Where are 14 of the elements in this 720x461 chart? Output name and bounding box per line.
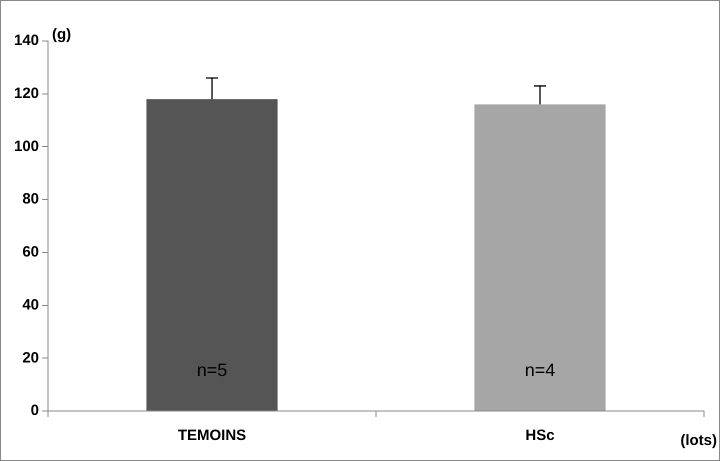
y-tick-label: 80 xyxy=(22,190,40,208)
y-axis-title: (g) xyxy=(52,26,72,44)
y-tick-label: 20 xyxy=(22,349,40,366)
annotation: n=4 xyxy=(524,360,556,380)
x-axis-title: (lots) xyxy=(680,432,717,450)
y-tick-label: 140 xyxy=(14,32,40,50)
y-tick-label: 0 xyxy=(30,402,40,420)
x-tick-label: HSc xyxy=(525,427,555,444)
y-tick-label: 40 xyxy=(22,296,40,314)
x-tick-label: TEMOINS xyxy=(178,427,246,444)
y-tick-label: 100 xyxy=(14,138,40,155)
y-tick-label: 60 xyxy=(22,244,40,261)
y-tick-label: 120 xyxy=(14,85,40,102)
annotation: n=5 xyxy=(196,360,228,380)
